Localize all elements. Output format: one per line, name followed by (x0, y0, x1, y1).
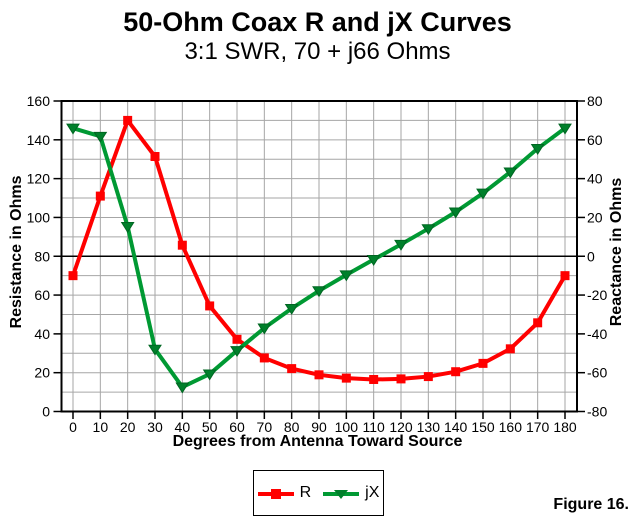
chart-title: 50-Ohm Coax R and jX Curves (123, 7, 512, 37)
legend-item-r: R (257, 484, 312, 502)
jx-marker (66, 123, 80, 135)
x-tick-label: 90 (311, 419, 327, 435)
x-tick-label: 160 (499, 419, 523, 435)
chart-subtitle: 3:1 SWR, 70 + j66 Ohms (184, 38, 451, 65)
figure-label: Figure 16. (553, 496, 629, 513)
left-tick-label: 0 (42, 404, 50, 420)
jx-triangle-marker-icon (334, 489, 349, 499)
x-tick-label: 70 (257, 419, 273, 435)
x-tick-label: 100 (335, 419, 359, 435)
right-tick-label: 20 (587, 209, 603, 225)
jx-marker (394, 239, 408, 251)
right-tick-label: 80 (587, 93, 603, 109)
left-tick-label: 140 (27, 132, 51, 148)
x-tick-label: 130 (417, 419, 441, 435)
jx-legend-swatch (323, 486, 360, 501)
x-tick-label: 110 (363, 419, 386, 435)
legend-item-jx: jX (323, 484, 379, 502)
x-tick-label: 80 (284, 419, 300, 435)
r-marker (341, 373, 351, 383)
r-marker (95, 191, 105, 201)
x-tick-label: 140 (444, 419, 468, 435)
right-tick-label: -20 (587, 287, 607, 303)
jx-marker (120, 222, 135, 233)
left-tick-label: 80 (34, 248, 50, 264)
left-tick-label: 120 (27, 171, 51, 187)
r-square-marker-icon (270, 488, 281, 499)
r-legend-label: R (299, 484, 312, 501)
x-tick-label: 0 (69, 419, 77, 435)
left-tick-label: 60 (34, 287, 50, 303)
x-tick-label: 50 (202, 419, 218, 435)
left-tick-label: 100 (27, 209, 51, 225)
jx-marker (339, 270, 354, 282)
left-tick-label: 40 (34, 326, 50, 342)
right-tick-label: -60 (587, 365, 607, 381)
jx-marker (421, 224, 436, 236)
right-tick-label: 0 (587, 248, 595, 264)
x-tick-label: 20 (120, 419, 136, 435)
r-marker (205, 301, 215, 311)
jx-legend-label: jX (365, 484, 380, 501)
jx-marker (257, 323, 272, 335)
jx-marker (558, 123, 572, 135)
jx-marker (312, 286, 326, 298)
r-marker (396, 374, 406, 384)
r-marker (259, 353, 269, 363)
r-marker (68, 271, 78, 281)
r-marker (423, 372, 433, 382)
x-tick-label: 180 (553, 419, 577, 435)
jx-marker (148, 344, 162, 356)
x-tick-label: 120 (389, 419, 413, 435)
jx-marker (530, 144, 545, 155)
x-tick-label: 10 (93, 419, 109, 435)
x-tick-label: 60 (229, 419, 245, 435)
right-tick-label: -80 (587, 404, 607, 420)
right-tick-label: -40 (587, 326, 607, 342)
r-marker (478, 358, 488, 368)
jx-marker (202, 369, 217, 381)
right-axis-title: Reactance in Ohms (608, 177, 625, 327)
legend: R jX (253, 470, 384, 516)
r-marker (287, 364, 297, 374)
jx-marker (476, 188, 490, 200)
x-tick-label: 40 (175, 419, 191, 435)
jx-marker (503, 167, 518, 179)
jx-marker (284, 303, 299, 315)
jx-marker (366, 255, 381, 266)
r-legend-swatch (257, 486, 294, 501)
jx-marker (230, 346, 244, 358)
left-tick-label: 160 (27, 93, 51, 109)
left-axis-title: Resistance in Ohms (8, 175, 25, 329)
x-tick-label: 150 (471, 419, 495, 435)
left-tick-label: 20 (34, 365, 50, 381)
r-marker (505, 344, 515, 354)
r-marker (451, 367, 461, 377)
r-marker (560, 271, 570, 281)
right-tick-label: 40 (587, 171, 603, 187)
right-tick-label: 60 (587, 132, 603, 148)
r-marker (369, 374, 379, 384)
r-marker (177, 240, 187, 250)
r-marker (123, 115, 133, 125)
jx-marker (93, 131, 108, 143)
x-tick-label: 30 (147, 419, 163, 435)
r-marker (533, 318, 543, 328)
r-marker (232, 334, 242, 344)
r-marker (150, 152, 160, 162)
x-axis-title: Degrees from Antenna Toward Source (172, 433, 463, 450)
jx-marker (175, 382, 190, 394)
r-marker (314, 370, 324, 380)
jx-marker (448, 207, 463, 219)
x-tick-label: 170 (526, 419, 550, 435)
